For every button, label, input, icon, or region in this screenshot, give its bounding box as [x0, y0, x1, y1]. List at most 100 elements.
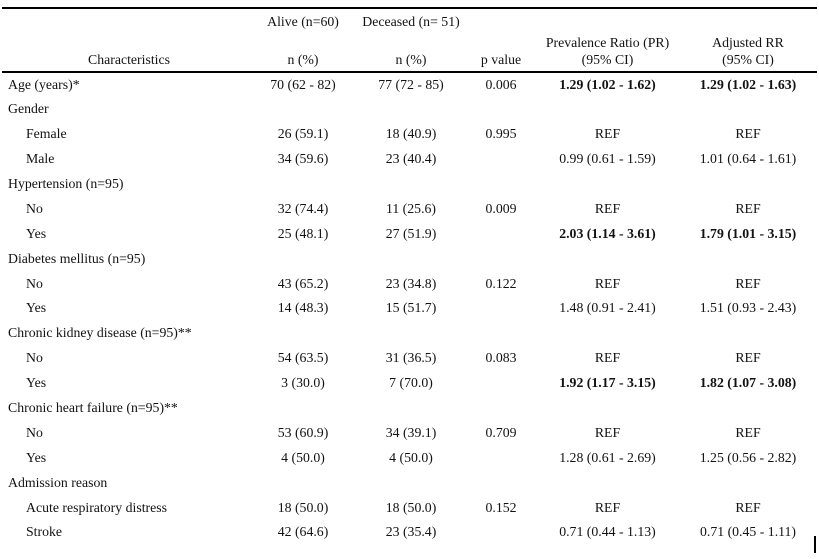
- adjusted-rr-ci: (95% CI): [722, 51, 774, 67]
- adjusted-rr-value: 1.79 (1.01 - 3.15): [699, 225, 797, 241]
- row-label: No: [26, 200, 43, 216]
- table-row: Female 26 (59.1) 18 (40.9) 0.995 REF REF: [2, 122, 817, 147]
- adjusted-rr-value: [679, 396, 817, 421]
- alive-n-pct: 54 (63.5): [277, 350, 329, 366]
- p-value: 0.083: [485, 350, 517, 366]
- p-value: 0.152: [485, 499, 517, 515]
- alive-n-pct: 32 (74.4): [277, 200, 329, 216]
- alive-n-pct: 34 (59.6): [277, 151, 329, 167]
- column-header-adjusted-rr: Adjusted RR (95% CI): [679, 35, 817, 73]
- prevalence-ratio-value: 0.71 (0.44 - 1.13): [559, 524, 656, 540]
- prevalence-ratio-value: [536, 97, 679, 122]
- prevalence-ratio-ci: (95% CI): [581, 51, 634, 67]
- row-label: Female: [26, 126, 67, 142]
- deceased-n-pct: 77 (72 - 85): [378, 76, 444, 92]
- table-row: Admission reason: [2, 470, 817, 495]
- adjusted-rr-value: [679, 470, 817, 495]
- p-value: [466, 97, 536, 122]
- outcomes-table: Alive (n=60) Deceased (n= 51) Characteri…: [2, 7, 817, 545]
- adjusted-rr-value: REF: [735, 275, 761, 291]
- adjusted-rr-value: [679, 321, 817, 346]
- p-value: [466, 172, 536, 197]
- p-value: 0.122: [485, 275, 517, 291]
- p-value: [466, 396, 536, 421]
- table-row: Yes 14 (48.3) 15 (51.7) 1.48 (0.91 - 2.41) 1…: [2, 296, 817, 321]
- adjusted-rr-value: REF: [735, 126, 761, 142]
- table-row: No 53 (60.9) 34 (39.1) 0.709 REF REF: [2, 420, 817, 445]
- prevalence-ratio-value: REF: [594, 350, 621, 366]
- column-header-deceased-n-pct: n (%): [356, 35, 466, 73]
- adjusted-rr-value: 1.29 (1.02 - 1.63): [699, 76, 797, 92]
- adjusted-rr-value: [679, 172, 817, 197]
- alive-n-pct: 18 (50.0): [277, 499, 329, 515]
- table-row: Chronic heart failure (n=95)**: [2, 396, 817, 421]
- p-value: [466, 321, 536, 346]
- row-label: Stroke: [26, 524, 63, 540]
- table-row: No 32 (74.4) 11 (25.6) 0.009 REF REF: [2, 196, 817, 221]
- deceased-n-pct: [356, 172, 466, 197]
- deceased-n-pct: 27 (51.9): [385, 225, 437, 241]
- adjusted-rr-value: REF: [735, 499, 761, 515]
- group-header-spacer: [2, 8, 250, 35]
- group-header-deceased: Deceased (n= 51): [362, 14, 460, 29]
- row-label: Admission reason: [8, 474, 108, 490]
- group-header-spacer: [466, 8, 536, 35]
- deceased-n-pct: [356, 246, 466, 271]
- table-row: No 43 (65.2) 23 (34.8) 0.122 REF REF: [2, 271, 817, 296]
- adjusted-rr-value: 1.51 (0.93 - 2.43): [699, 300, 797, 316]
- deceased-n-pct: 15 (51.7): [385, 300, 437, 316]
- adjusted-rr-value: REF: [735, 424, 761, 440]
- p-value: [466, 371, 536, 396]
- row-label: Yes: [26, 449, 47, 465]
- adjusted-rr-value: 0.71 (0.45 - 1.11): [699, 524, 797, 540]
- row-label: Gender: [8, 101, 49, 117]
- deceased-n-pct: 34 (39.1): [385, 424, 437, 440]
- deceased-n-pct: [356, 97, 466, 122]
- prevalence-ratio-value: [536, 396, 679, 421]
- p-value: 0.009: [485, 200, 517, 216]
- table-row: Yes 3 (30.0) 7 (70.0) 1.92 (1.17 - 3.15) 1.8…: [2, 371, 817, 396]
- row-label: Hypertension (n=95): [8, 176, 124, 191]
- column-header-p-value: p value: [466, 35, 536, 73]
- row-label: No: [26, 275, 43, 291]
- prevalence-ratio-value: [536, 246, 679, 271]
- p-value: [466, 470, 536, 495]
- table-row: Chronic kidney disease (n=95)**: [2, 321, 817, 346]
- alive-n-pct: 53 (60.9): [277, 424, 329, 440]
- group-header-spacer: [679, 8, 817, 35]
- deceased-n-pct: 7 (70.0): [389, 375, 433, 391]
- prevalence-ratio-value: 1.28 (0.61 - 2.69): [559, 449, 656, 465]
- table-header: Alive (n=60) Deceased (n= 51) Characteri…: [2, 8, 817, 73]
- p-value: [466, 520, 536, 545]
- table-row: No 54 (63.5) 31 (36.5) 0.083 REF REF: [2, 346, 817, 371]
- group-header-alive: Alive (n=60): [267, 14, 339, 29]
- prevalence-ratio-value: 1.92 (1.17 - 3.15): [559, 375, 656, 391]
- row-label: Yes: [26, 375, 47, 391]
- alive-n-pct: 4 (50.0): [281, 449, 325, 465]
- adjusted-rr-value: REF: [735, 350, 761, 366]
- row-label: Yes: [26, 300, 47, 316]
- deceased-n-pct: [356, 396, 466, 421]
- table-body: Age (years)* 70 (62 - 82) 77 (72 - 85) 0.00…: [2, 72, 817, 545]
- prevalence-ratio-value: REF: [594, 424, 621, 440]
- table-row: Stroke 42 (64.6) 23 (35.4) 0.71 (0.44 - 1.1…: [2, 520, 817, 545]
- deceased-n-pct: 23 (35.4): [385, 524, 437, 540]
- table-row: Diabetes mellitus (n=95): [2, 246, 817, 271]
- p-value: 0.709: [485, 424, 517, 440]
- alive-n-pct: 42 (64.6): [277, 524, 329, 540]
- row-label: Age (years)*: [8, 76, 80, 92]
- alive-n-pct: [250, 97, 356, 122]
- row-label: No: [26, 350, 43, 366]
- prevalence-ratio-value: [536, 172, 679, 197]
- alive-n-pct: 25 (48.1): [277, 225, 329, 241]
- prevalence-ratio-value: 1.48 (0.91 - 2.41): [559, 300, 656, 316]
- table-row: Gender: [2, 97, 817, 122]
- p-value: [466, 246, 536, 271]
- deceased-n-pct: [356, 470, 466, 495]
- row-label: Chronic kidney disease (n=95)**: [8, 325, 192, 341]
- adjusted-rr-title: Adjusted RR: [712, 35, 784, 50]
- table-row: Yes 4 (50.0) 4 (50.0) 1.28 (0.61 - 2.69) 1.2…: [2, 445, 817, 470]
- table-row: Yes 25 (48.1) 27 (51.9) 2.03 (1.14 - 3.61) 1…: [2, 221, 817, 246]
- row-label: Chronic heart failure (n=95)**: [8, 400, 178, 416]
- prevalence-ratio-value: 2.03 (1.14 - 3.61): [559, 225, 656, 241]
